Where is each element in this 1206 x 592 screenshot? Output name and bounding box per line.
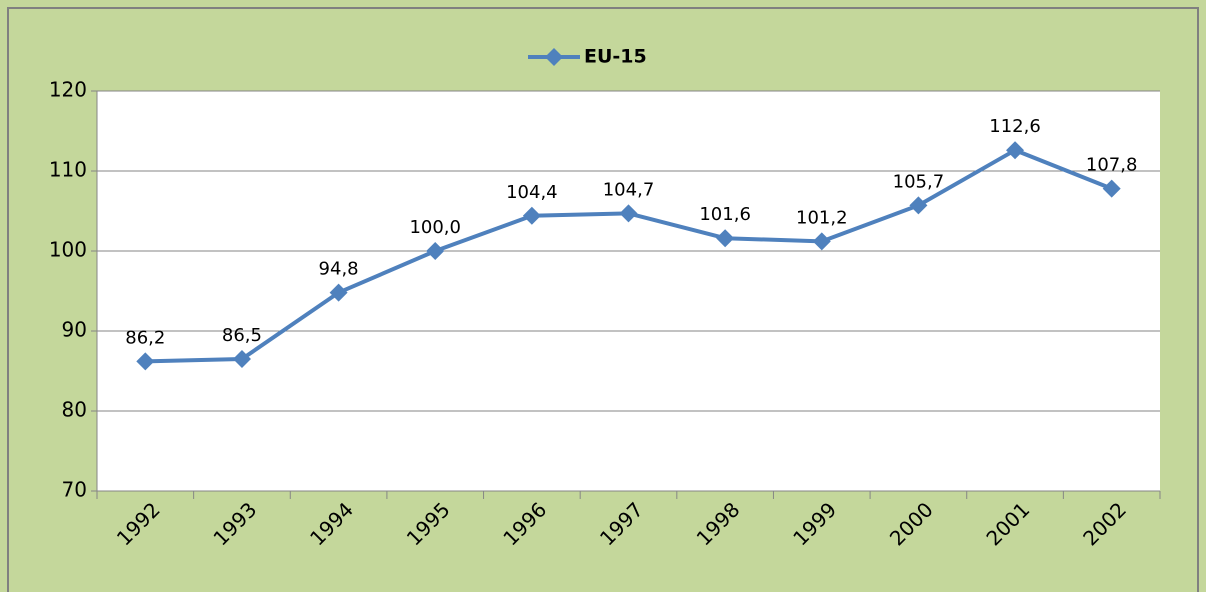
y-tick-label: 120 <box>49 78 87 102</box>
plot-area <box>97 91 1160 491</box>
data-label: 107,8 <box>1086 155 1138 176</box>
y-tick-label: 90 <box>62 318 87 342</box>
data-label: 86,5 <box>222 325 262 346</box>
legend-label: EU-15 <box>584 46 647 68</box>
data-label: 112,6 <box>989 116 1041 137</box>
y-tick-label: 70 <box>62 478 87 502</box>
data-label: 105,7 <box>893 171 945 192</box>
data-label: 101,2 <box>796 207 848 228</box>
data-point <box>136 352 155 371</box>
data-label: 101,6 <box>699 204 751 225</box>
data-point <box>909 196 928 215</box>
data-point <box>1006 141 1025 160</box>
frame <box>7 7 1199 592</box>
data-point <box>522 206 541 225</box>
data-point <box>812 232 831 251</box>
data-point <box>329 283 348 302</box>
data-point <box>1102 179 1121 198</box>
y-tick-label: 110 <box>49 158 87 182</box>
data-label: 104,7 <box>603 179 655 200</box>
legend-marker <box>545 48 563 66</box>
data-point <box>232 350 251 368</box>
data-label: 86,2 <box>125 327 165 348</box>
data-point <box>426 242 445 260</box>
data-label: 104,4 <box>506 182 558 203</box>
data-point <box>619 204 638 223</box>
y-tick-label: 100 <box>49 238 87 262</box>
data-label: 100,0 <box>409 217 461 238</box>
data-label: 94,8 <box>319 259 359 280</box>
data-point <box>716 229 735 248</box>
y-tick-label: 80 <box>62 398 87 422</box>
